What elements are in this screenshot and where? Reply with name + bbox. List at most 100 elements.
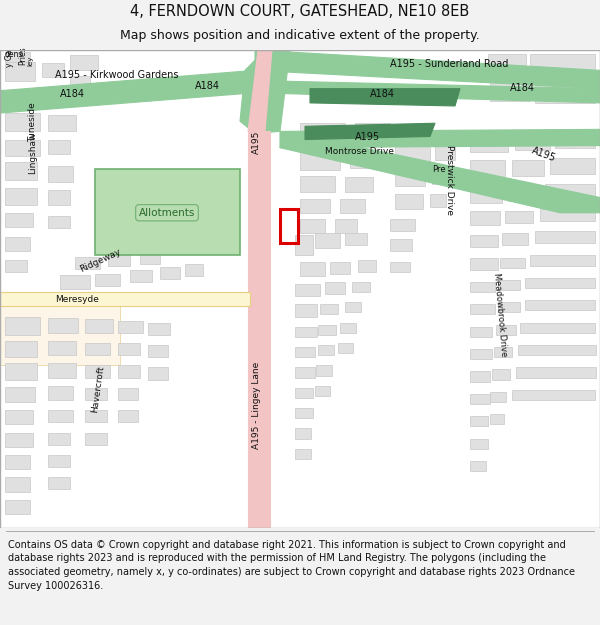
Bar xyxy=(350,152,380,168)
Bar xyxy=(0,292,250,306)
Bar xyxy=(470,235,498,248)
Bar xyxy=(48,432,70,445)
Bar xyxy=(85,388,107,400)
Bar xyxy=(490,414,504,424)
Bar xyxy=(148,368,168,379)
Bar xyxy=(5,62,35,81)
Bar xyxy=(315,386,330,396)
Bar xyxy=(295,449,311,459)
Bar xyxy=(48,455,70,467)
Bar xyxy=(5,363,37,379)
Bar xyxy=(352,282,370,292)
Bar xyxy=(498,302,520,312)
Bar xyxy=(70,55,98,71)
Bar xyxy=(555,129,595,148)
Text: A195 - Lingey Lane: A195 - Lingey Lane xyxy=(252,361,261,449)
Bar xyxy=(295,388,313,398)
Bar xyxy=(148,322,170,335)
Bar xyxy=(505,211,533,223)
Bar xyxy=(42,63,64,78)
Bar xyxy=(540,209,595,221)
Bar xyxy=(295,408,313,418)
Bar xyxy=(300,176,335,192)
Bar xyxy=(500,258,525,268)
Bar xyxy=(95,169,240,256)
Bar xyxy=(118,388,138,400)
Text: Montrose Drive: Montrose Drive xyxy=(325,147,394,156)
Polygon shape xyxy=(255,50,600,89)
Bar xyxy=(545,184,595,199)
Bar xyxy=(488,54,526,72)
Bar xyxy=(48,139,70,154)
Bar xyxy=(5,188,37,204)
Bar xyxy=(48,410,73,422)
Bar xyxy=(5,52,30,62)
Text: Pre: Pre xyxy=(432,165,446,174)
Text: Meadowbrook Drive: Meadowbrook Drive xyxy=(492,272,508,357)
Bar xyxy=(95,274,120,286)
Bar xyxy=(160,267,180,279)
Bar xyxy=(335,219,357,233)
Bar xyxy=(512,390,595,400)
Bar xyxy=(48,478,70,489)
Text: Map shows position and indicative extent of the property.: Map shows position and indicative extent… xyxy=(120,29,480,42)
Bar xyxy=(512,160,544,176)
Bar xyxy=(318,345,334,355)
Text: Ridgeway: Ridgeway xyxy=(78,247,122,274)
Bar xyxy=(48,115,76,131)
Polygon shape xyxy=(248,50,272,131)
Text: A184: A184 xyxy=(60,89,85,99)
Bar xyxy=(395,170,425,186)
Bar xyxy=(75,256,100,269)
Bar xyxy=(5,162,37,180)
Bar xyxy=(390,219,415,231)
Bar xyxy=(248,131,270,528)
Bar xyxy=(390,239,412,251)
Bar xyxy=(5,341,37,357)
Text: dens: dens xyxy=(5,50,23,59)
Polygon shape xyxy=(255,81,600,103)
Bar xyxy=(508,186,538,201)
Bar xyxy=(5,499,30,514)
Bar xyxy=(470,439,488,449)
Bar xyxy=(330,262,350,274)
Bar xyxy=(5,387,35,402)
Bar xyxy=(48,318,78,332)
Text: A184: A184 xyxy=(195,81,220,91)
Text: Lingshaw: Lingshaw xyxy=(28,132,37,174)
Bar xyxy=(5,410,33,424)
Bar xyxy=(496,324,516,335)
Bar xyxy=(5,113,40,131)
Polygon shape xyxy=(0,71,255,103)
Polygon shape xyxy=(0,81,255,113)
Text: A184: A184 xyxy=(370,89,395,99)
Bar xyxy=(498,280,520,290)
Bar xyxy=(338,343,353,353)
Bar xyxy=(48,166,73,182)
Text: Prestwick Drive: Prestwick Drive xyxy=(445,145,454,215)
Bar xyxy=(470,131,508,152)
Bar xyxy=(492,369,510,379)
Bar xyxy=(48,386,73,400)
Bar xyxy=(470,349,492,359)
Bar xyxy=(295,304,317,316)
Bar xyxy=(295,235,313,256)
Bar xyxy=(48,341,76,355)
Bar xyxy=(295,327,317,337)
Bar xyxy=(316,366,332,376)
Polygon shape xyxy=(310,89,460,106)
Polygon shape xyxy=(305,123,435,139)
Bar xyxy=(470,211,500,225)
Bar xyxy=(295,347,315,358)
Bar xyxy=(535,231,595,243)
Text: Contains OS data © Crown copyright and database right 2021. This information is : Contains OS data © Crown copyright and d… xyxy=(8,540,575,591)
Polygon shape xyxy=(280,129,600,148)
Bar xyxy=(5,237,30,251)
Text: A195 - Kirkwood Gardens: A195 - Kirkwood Gardens xyxy=(55,71,179,81)
Bar xyxy=(535,76,595,103)
Bar xyxy=(5,213,33,227)
Bar xyxy=(85,319,113,332)
Bar xyxy=(5,478,30,491)
Bar xyxy=(60,275,90,289)
Bar xyxy=(340,199,365,212)
